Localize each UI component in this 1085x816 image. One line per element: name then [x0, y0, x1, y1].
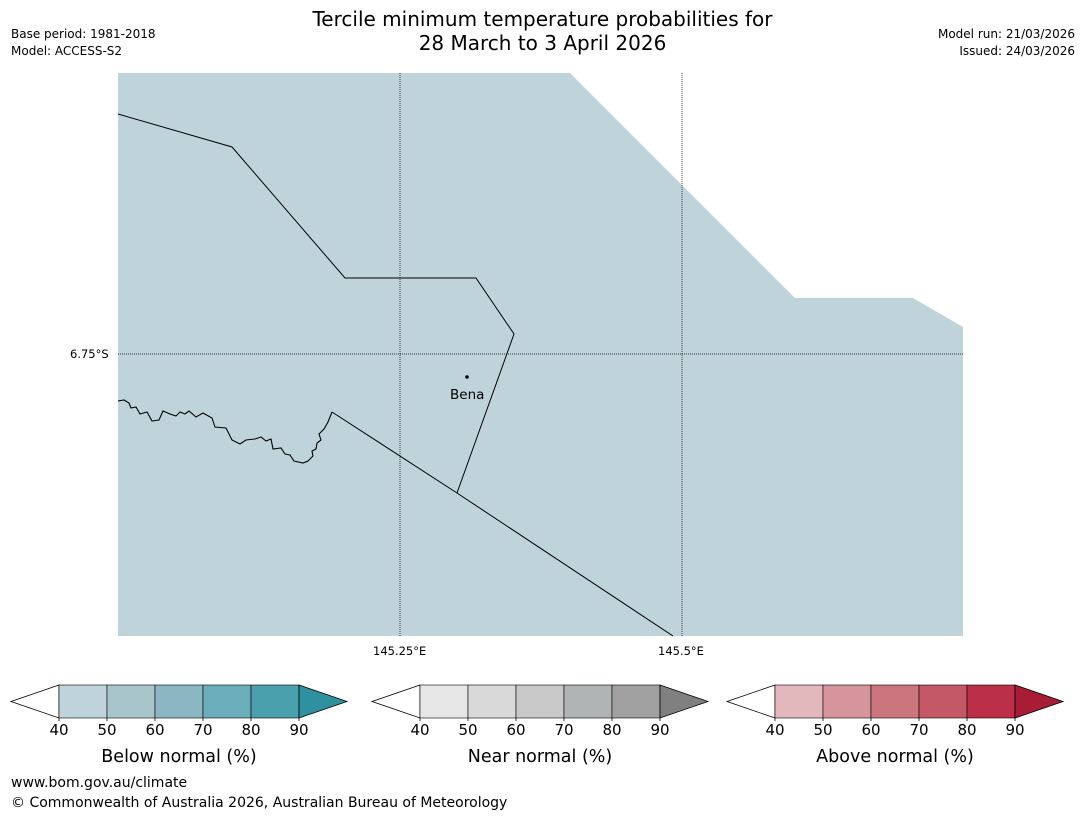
- legend-0-segment-3: [202, 684, 252, 719]
- legend-1-segment-0: [419, 684, 469, 719]
- legend-0-tick-label-2: 60: [145, 721, 164, 739]
- legend-0-tick-label-5: 90: [289, 721, 308, 739]
- legend-2-title: Above normal (%): [816, 747, 974, 767]
- legend-1-tick-label-1: 50: [458, 721, 477, 739]
- province-boundary-north: [117, 113, 515, 494]
- footer-url: www.bom.gov.au/climate: [11, 775, 188, 791]
- place-label-bena: Bena: [450, 387, 485, 403]
- legend-1-high-extension: [659, 684, 710, 719]
- legend-0-tick-label-0: 40: [49, 721, 68, 739]
- legend-2-segment-1: [822, 684, 872, 719]
- legend-0-high-extension: [298, 684, 349, 719]
- meta-left: Base period: 1981-2018 Model: ACCESS-S2: [11, 26, 156, 60]
- legend-1-title: Near normal (%): [468, 747, 613, 767]
- legend-0-segment-4: [250, 684, 300, 719]
- legend-2-segment-2: [870, 684, 920, 719]
- province-boundary-south: [331, 411, 674, 637]
- legend-1-tick-label-5: 90: [650, 721, 669, 739]
- legend-1-segment-4: [611, 684, 661, 719]
- legend-2-segment-0: [774, 684, 824, 719]
- legend-2-tick-label-0: 40: [765, 721, 784, 739]
- lon-label-145-25: 145.25°E: [373, 644, 427, 658]
- base-period: Base period: 1981-2018: [11, 27, 156, 41]
- legend-2-tick-label-4: 80: [957, 721, 976, 739]
- lat-label: 6.75°S: [70, 347, 109, 361]
- legend-1-tick-label-0: 40: [410, 721, 429, 739]
- legend-0-segment-0: [58, 684, 108, 719]
- legend-2-tick-label-5: 90: [1005, 721, 1024, 739]
- chart-title: Tercile minimum temperature probabilitie…: [0, 7, 1085, 55]
- legend-0-tick-label-1: 50: [97, 721, 116, 739]
- legend-1-segment-2: [515, 684, 565, 719]
- legend-0-segment-1: [106, 684, 156, 719]
- coastline-boundary: [117, 399, 333, 464]
- legend-1-segment-1: [467, 684, 517, 719]
- legend-1-tick-label-3: 70: [554, 721, 573, 739]
- legend-2-high-extension: [1014, 684, 1065, 719]
- legend-0-tick-label-4: 80: [241, 721, 260, 739]
- meta-right: Model run: 21/03/2026 Issued: 24/03/2026: [938, 26, 1075, 60]
- title-line-1: Tercile minimum temperature probabilitie…: [312, 7, 773, 31]
- legend-1-low-extension: [370, 684, 421, 719]
- legend-1-tick-label-4: 80: [602, 721, 621, 739]
- legend-2-tick-label-2: 60: [861, 721, 880, 739]
- footer-copyright: © Commonwealth of Australia 2026, Austra…: [11, 795, 508, 811]
- legend-0-tick-label-3: 70: [193, 721, 212, 739]
- legend-2-tick-label-3: 70: [909, 721, 928, 739]
- model-run: Model run: 21/03/2026: [937, 27, 1075, 41]
- legend-2-segment-3: [918, 684, 968, 719]
- forecast-fill-area: [118, 73, 963, 636]
- lon-label-145-5: 145.5°E: [658, 644, 704, 658]
- legends: 40 50 60 70 80 90 Below normal (%) 40 50 60 70 80 90…: [9, 684, 1065, 767]
- model-name: Model: ACCESS-S2: [11, 44, 123, 58]
- legend-1-segment-3: [563, 684, 613, 719]
- legend-2-segment-4: [966, 684, 1016, 719]
- bena-marker: [465, 375, 469, 379]
- legend-2-low-extension: [725, 684, 776, 719]
- legend-0-segment-2: [154, 684, 204, 719]
- legend-2-tick-label-1: 50: [813, 721, 832, 739]
- legend-0-title: Below normal (%): [101, 747, 256, 767]
- title-line-2: 28 March to 3 April 2026: [418, 31, 667, 55]
- legend-0-low-extension: [9, 684, 60, 719]
- issued-date: Issued: 24/03/2026: [959, 44, 1075, 58]
- legend-1-tick-label-2: 60: [506, 721, 525, 739]
